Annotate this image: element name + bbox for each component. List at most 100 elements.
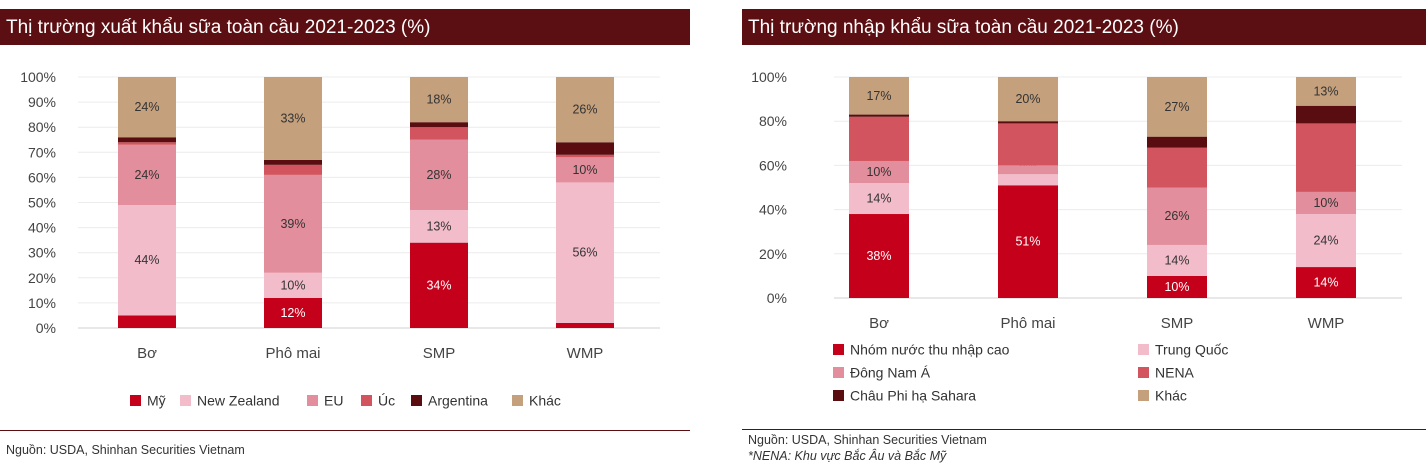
bar-khac-pho-mai xyxy=(998,77,1058,122)
legend-label-eu: EU xyxy=(324,393,343,409)
category-label-smp: SMP xyxy=(1161,315,1194,332)
legend-label-dong-nam-a: Đông Nam Á xyxy=(850,365,931,381)
legend-label-khac: Khác xyxy=(529,393,561,409)
legend-label-argentina: Argentina xyxy=(428,393,488,409)
bar-trung-quoc-bo xyxy=(849,183,909,215)
bar-nena-pho-mai xyxy=(998,123,1058,166)
data-label-trung-quoc-smp: 14% xyxy=(1164,253,1189,267)
legend-swatch-nena xyxy=(1138,367,1149,378)
legend-item-my: Mỹ xyxy=(130,393,166,409)
bar-uc-bo xyxy=(118,142,176,145)
bar-uc-smp xyxy=(410,127,468,140)
bar-nena-smp xyxy=(1147,147,1207,188)
bar-eu-pho-mai xyxy=(264,174,322,273)
y-tick-label: 100% xyxy=(751,69,787,85)
data-label-new-zealand-pho-mai: 10% xyxy=(280,278,305,292)
bar-eu-smp xyxy=(410,139,468,211)
bar-eu-wmp xyxy=(556,157,614,183)
export-chart: 0%10%20%30%40%50%60%70%80%90%100%5%44%24… xyxy=(20,69,660,409)
legend-item-new-zealand: New Zealand xyxy=(180,393,280,409)
y-tick-label: 90% xyxy=(28,94,56,110)
bar-nena-bo xyxy=(849,116,909,161)
bar-nhom-nuoc-thu-nhap-cao-wmp xyxy=(1296,267,1356,298)
bar-uc-wmp xyxy=(556,154,614,158)
data-label-nhom-nuoc-thu-nhap-cao-bo: 38% xyxy=(866,249,891,263)
legend-swatch-nhom-nuoc-thu-nhap-cao xyxy=(833,344,844,355)
data-label-nhom-nuoc-thu-nhap-cao-smp: 10% xyxy=(1164,280,1189,294)
bar-uc-pho-mai xyxy=(264,164,322,175)
y-tick-label: 80% xyxy=(28,119,56,135)
bar-dong-nam-a-smp xyxy=(1147,187,1207,245)
legend-swatch-eu xyxy=(307,395,318,406)
data-label-khac-bo: 17% xyxy=(866,89,891,103)
bar-khac-bo xyxy=(118,77,176,138)
data-label-khac-pho-mai: 33% xyxy=(280,111,305,125)
y-tick-label: 80% xyxy=(759,113,787,129)
legend-label-chau-phi-ha-sahara: Châu Phi hạ Sahara xyxy=(850,388,976,404)
data-label-my-smp: 34% xyxy=(426,278,451,292)
legend-label-uc: Úc xyxy=(378,393,395,409)
category-label-pho-mai: Phô mai xyxy=(265,345,320,362)
data-label-dong-nam-a-wmp: 10% xyxy=(1313,196,1338,210)
y-tick-label: 40% xyxy=(28,220,56,236)
category-label-bo: Bơ xyxy=(137,345,157,362)
bar-trung-quoc-pho-mai xyxy=(998,174,1058,186)
legend-item-nena: NENA xyxy=(1138,365,1195,381)
category-label-smp: SMP xyxy=(423,345,456,362)
bar-chau-phi-ha-sahara-pho-mai xyxy=(998,121,1058,124)
import-source-text: Nguồn: USDA, Shinhan Securities Vietnam xyxy=(748,433,987,447)
data-label-eu-wmp: 10% xyxy=(572,163,597,177)
legend-swatch-argentina xyxy=(411,395,422,406)
import-chart: 0%20%40%60%80%100%38%14%10%17%Bơ51%5%4%2… xyxy=(751,69,1402,404)
data-label-new-zealand-bo: 44% xyxy=(134,253,159,267)
data-label-my-pho-mai: 12% xyxy=(280,306,305,320)
y-tick-label: 20% xyxy=(28,270,56,286)
bar-khac-bo xyxy=(849,77,909,115)
data-label-trung-quoc-bo: 14% xyxy=(866,192,891,206)
bar-dong-nam-a-bo xyxy=(849,160,909,184)
bar-khac-wmp xyxy=(1296,77,1356,106)
y-tick-label: 30% xyxy=(28,245,56,261)
bar-khac-pho-mai xyxy=(264,77,322,160)
data-label-eu-bo: 24% xyxy=(134,168,159,182)
bar-my-pho-mai xyxy=(264,297,322,328)
bar-my-wmp xyxy=(556,322,614,328)
legend-swatch-new-zealand xyxy=(180,395,191,406)
data-label-trung-quoc-wmp: 24% xyxy=(1313,234,1338,248)
category-label-bo: Bơ xyxy=(869,315,889,332)
data-label-khac-smp: 18% xyxy=(426,93,451,107)
legend-item-uc: Úc xyxy=(361,393,395,409)
legend-swatch-my xyxy=(130,395,141,406)
legend-item-chau-phi-ha-sahara: Châu Phi hạ Sahara xyxy=(833,388,976,404)
legend-label-nena: NENA xyxy=(1155,365,1195,381)
bar-eu-bo xyxy=(118,144,176,206)
category-label-wmp: WMP xyxy=(567,345,604,362)
data-label-dong-nam-a-bo: 10% xyxy=(866,165,891,179)
export-chart-title: Thị trường xuất khẩu sữa toàn cầu 2021-2… xyxy=(6,17,431,38)
data-label-khac-bo: 24% xyxy=(134,100,159,114)
import-chart-title: Thị trường nhập khẩu sữa toàn cầu 2021-2… xyxy=(748,17,1179,38)
data-label-eu-pho-mai: 39% xyxy=(280,217,305,231)
y-tick-label: 60% xyxy=(759,157,787,173)
y-tick-label: 100% xyxy=(20,69,56,85)
bar-chau-phi-ha-sahara-smp xyxy=(1147,136,1207,148)
legend-label-nhom-nuoc-thu-nhap-cao: Nhóm nước thu nhập cao xyxy=(850,342,1010,358)
legend-label-khac: Khác xyxy=(1155,388,1187,404)
bar-nhom-nuoc-thu-nhap-cao-pho-mai xyxy=(998,185,1058,298)
legend-swatch-khac xyxy=(1138,390,1149,401)
y-tick-label: 50% xyxy=(28,195,56,211)
data-label-khac-wmp: 13% xyxy=(1313,84,1338,98)
legend-item-trung-quoc: Trung Quốc xyxy=(1138,342,1228,358)
legend-item-argentina: Argentina xyxy=(411,393,488,409)
data-label-nhom-nuoc-thu-nhap-cao-pho-mai: 51% xyxy=(1015,235,1040,249)
legend-swatch-khac xyxy=(512,395,523,406)
import-footer-rule xyxy=(742,429,1426,430)
bar-nhom-nuoc-thu-nhap-cao-smp xyxy=(1147,275,1207,298)
data-label-eu-smp: 28% xyxy=(426,168,451,182)
import-note-text: *NENA: Khu vực Bắc Âu và Bắc Mỹ xyxy=(748,449,947,463)
bar-khac-smp xyxy=(410,77,468,123)
bar-argentina-smp xyxy=(410,122,468,128)
bar-trung-quoc-smp xyxy=(1147,244,1207,276)
y-tick-label: 70% xyxy=(28,144,56,160)
y-tick-label: 40% xyxy=(759,202,787,218)
